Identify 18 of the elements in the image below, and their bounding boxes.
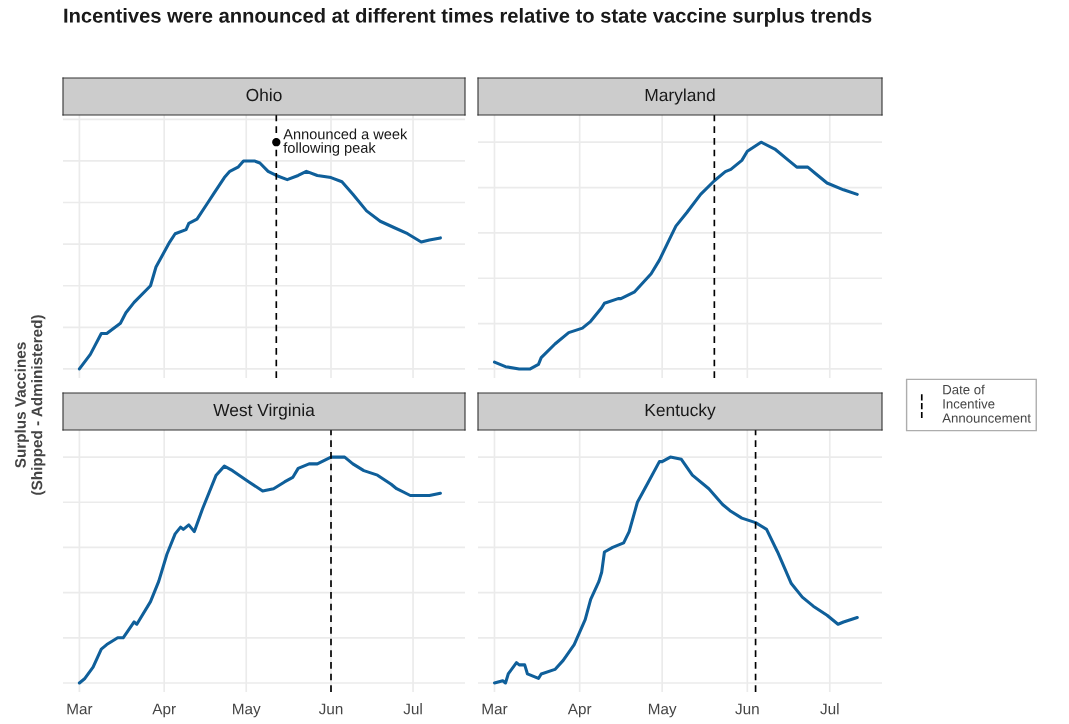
y-axis-title: Surplus Vaccines (Shipped - Administered) — [14, 315, 46, 495]
x-tick-label: Apr — [152, 703, 176, 718]
x-tick-label: May — [648, 703, 677, 718]
chart-title: Ohio — [246, 88, 282, 102]
x-tick-label: May — [233, 703, 261, 718]
x-tick-label: Jul — [820, 703, 839, 715]
x-tick-label: Jun — [735, 703, 759, 715]
x-tick-label: Jun — [318, 703, 343, 715]
legend-label: Date of Incentive Announcement — [942, 384, 1031, 423]
x-tick-label: Mar — [482, 703, 508, 715]
x-tick-label: Apr — [567, 703, 592, 718]
x-tick-label: Jul — [403, 703, 422, 715]
chart-title: West Virginia — [213, 403, 315, 420]
text: Incentives were announced at different times relative to state vaccine surplus trends — [64, 8, 872, 27]
chart-title: Kentucky — [645, 403, 716, 420]
x-tick-label: Mar — [67, 703, 93, 715]
annotation: Announced a week following peak — [283, 128, 408, 156]
chart-title: Maryland — [645, 88, 715, 105]
